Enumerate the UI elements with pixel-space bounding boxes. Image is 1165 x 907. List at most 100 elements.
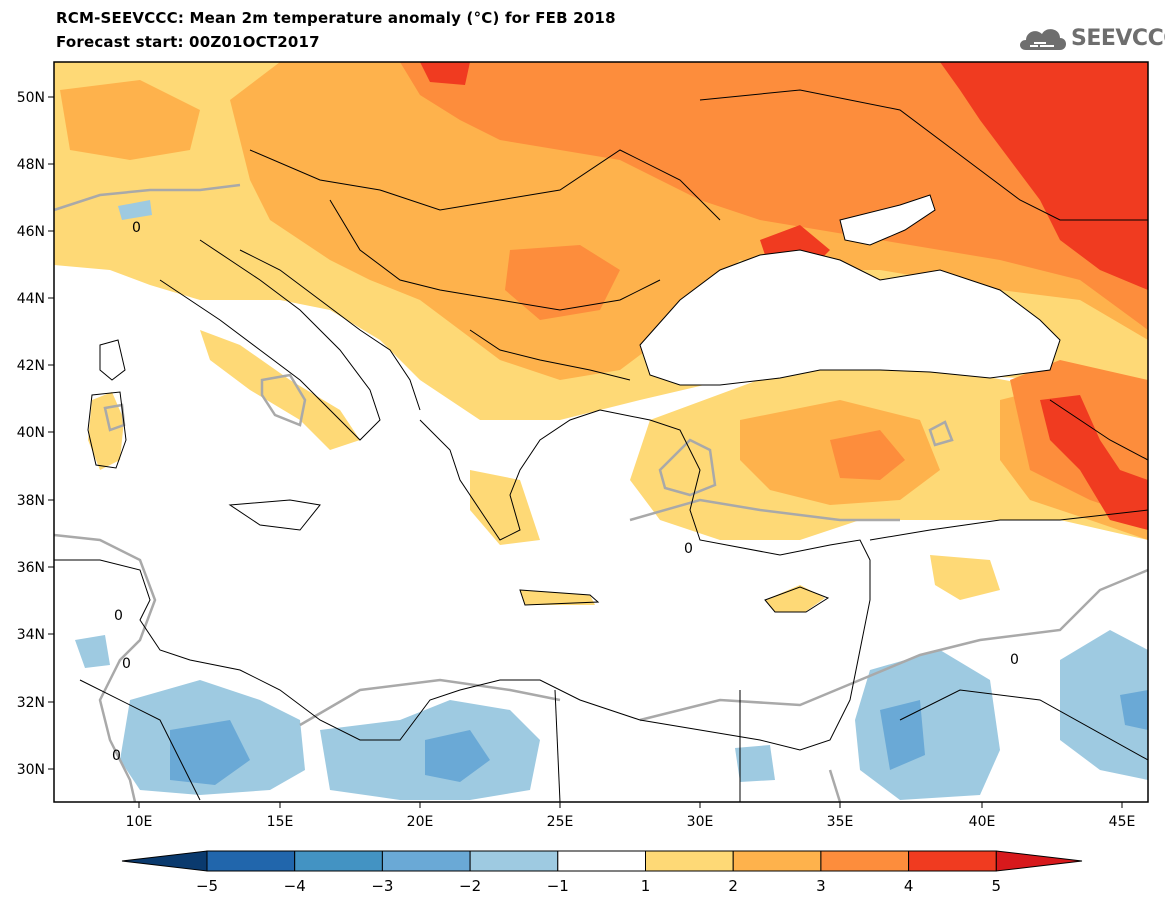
colorbar-segment (294, 850, 383, 872)
anomaly-zone-3-4-romania (505, 245, 620, 320)
sea-of-azov (839, 194, 936, 246)
lat-label-38n: 38N (17, 493, 45, 509)
lat-label-50n: 50N (17, 90, 45, 106)
cloud-icon (1020, 29, 1066, 50)
anomaly-zone-neg1-neg2-tunisia (75, 635, 110, 668)
cyprus-outline (764, 586, 830, 613)
algeria-libya-border (79, 679, 201, 801)
colorbar-segment (820, 850, 910, 872)
lon-label-10e: 10E (126, 814, 153, 830)
colorbar-label: 4 (904, 877, 914, 895)
lat-label-46n: 46N (17, 224, 45, 240)
colorbar-segment (908, 850, 997, 872)
anomaly-zone-neg2-neg3-libya (170, 720, 250, 785)
colorbar-segment (469, 850, 559, 872)
anomaly-zone-neg1-neg2-egypt (735, 745, 775, 782)
longitude-axis: 10E 15E 20E 25E 30E 35E 40E 45E (126, 802, 1136, 830)
anomaly-zone-neg1-neg2-iraq (1060, 630, 1148, 780)
anomaly-zone-sardinia (88, 392, 124, 470)
anomaly-zone-neg2-neg3-cyrenaica (425, 730, 490, 782)
lon-label-40e: 40E (969, 814, 996, 830)
colorbar-label: −5 (196, 877, 218, 895)
zero-contour-anatolia-west (658, 438, 717, 497)
anomaly-zone-4-5 (940, 62, 1148, 290)
contour-label-tunisia: 0 (114, 608, 123, 624)
anomaly-zone-neg1-neg2-alps (118, 200, 152, 220)
zero-contour-anatolia-east (928, 420, 954, 447)
italy-coast (159, 239, 381, 441)
anomaly-zone-neg2-neg3-arabia (880, 700, 925, 770)
lat-label-48n: 48N (17, 157, 45, 173)
zero-contour-sinai (828, 769, 842, 802)
anomaly-zone-3-4 (400, 62, 1148, 330)
lon-label-20e: 20E (407, 814, 434, 830)
contour-label-alps: 0 (132, 220, 141, 236)
colorbar-label: −1 (547, 877, 569, 895)
forecast-start-subtitle: Forecast start: 00Z01OCT2017 (56, 33, 320, 51)
latitude-axis: 50N 48N 46N 44N 42N 40N 38N 36N 34N 32N … (17, 90, 54, 778)
lon-label-25e: 25E (547, 814, 574, 830)
anomaly-zone-4-5-caucasus (1040, 395, 1148, 530)
contour-label-anatolia: 0 (684, 541, 693, 557)
lat-label-44n: 44N (17, 291, 45, 307)
corsica-outline (99, 339, 126, 381)
central-europe-borders (249, 149, 721, 221)
lon-label-35e: 35E (827, 814, 854, 830)
anomaly-zone-cyprus (765, 585, 825, 612)
colorbar-label: −2 (459, 877, 481, 895)
zero-contour-alps (54, 183, 241, 212)
turkey-syria-border (869, 509, 1148, 541)
contour-label-libya: 0 (122, 656, 131, 672)
anomaly-field: 0 0 0 0 0 0 (54, 62, 1148, 802)
anomaly-zone-3-4-anatolia (830, 430, 905, 480)
colorbar-label: −3 (371, 877, 393, 895)
colorbar-segment (206, 850, 296, 872)
map-title: RCM-SEEVCCC: Mean 2m temperature anomaly… (56, 9, 616, 27)
contour-label-libya-south: 0 (112, 748, 121, 764)
balkan-borders (329, 199, 661, 311)
zero-contour-anatolia-south (629, 498, 900, 522)
colorbar-label: 1 (641, 877, 651, 895)
black-sea (639, 249, 1061, 386)
lat-label-32n: 32N (17, 695, 45, 711)
colorbar-label: 2 (728, 877, 738, 895)
colorbar-segment (557, 850, 646, 872)
anomaly-zone-neg2-neg3-iraq (1120, 690, 1148, 730)
lat-label-42n: 42N (17, 358, 45, 374)
libya-egypt-border (554, 689, 561, 802)
anomaly-zone-italy (200, 330, 360, 450)
zero-contour-levant (639, 568, 1148, 722)
sicily-outline (228, 499, 321, 531)
colorbar-label: 5 (992, 877, 1002, 895)
anomaly-zone-syria (930, 555, 1000, 600)
colorbar-label: 3 (816, 877, 826, 895)
lat-label-36n: 36N (17, 560, 45, 576)
anomaly-zone-crete (520, 590, 595, 605)
lat-label-30n: 30N (17, 762, 45, 778)
bulgaria-border (469, 329, 631, 381)
colorbar-min-arrow (121, 850, 208, 872)
lon-label-45e: 45E (1109, 814, 1136, 830)
arabia-border (899, 689, 1148, 761)
greece-coast (419, 409, 601, 541)
lon-label-30e: 30E (687, 814, 714, 830)
lat-label-34n: 34N (17, 627, 45, 643)
caucasus-border (1049, 399, 1148, 461)
colorbar: −5 −4 −3 −2 −1 1 2 3 4 5 (121, 850, 1083, 895)
colorbar-segment (732, 850, 822, 872)
adriatic-east-coast (239, 249, 421, 411)
sardinia-outline (87, 391, 127, 469)
crete-outline (519, 589, 600, 606)
zero-contour-libya (299, 678, 561, 727)
colorbar-segment (645, 850, 734, 872)
southern-med-coast (54, 409, 871, 751)
colorbar-max-arrow (995, 850, 1083, 872)
lon-label-15e: 15E (267, 814, 294, 830)
colorbar-label: −4 (284, 877, 306, 895)
ukraine-russia-border (699, 89, 1148, 221)
zero-contour-italy (260, 373, 307, 427)
anomaly-zone-4-5-poland (420, 62, 470, 85)
colorbar-segment (381, 850, 471, 872)
logo-text: SEEVCCC (1071, 26, 1165, 51)
seevccc-logo: SEEVCCC (1016, 22, 1165, 56)
